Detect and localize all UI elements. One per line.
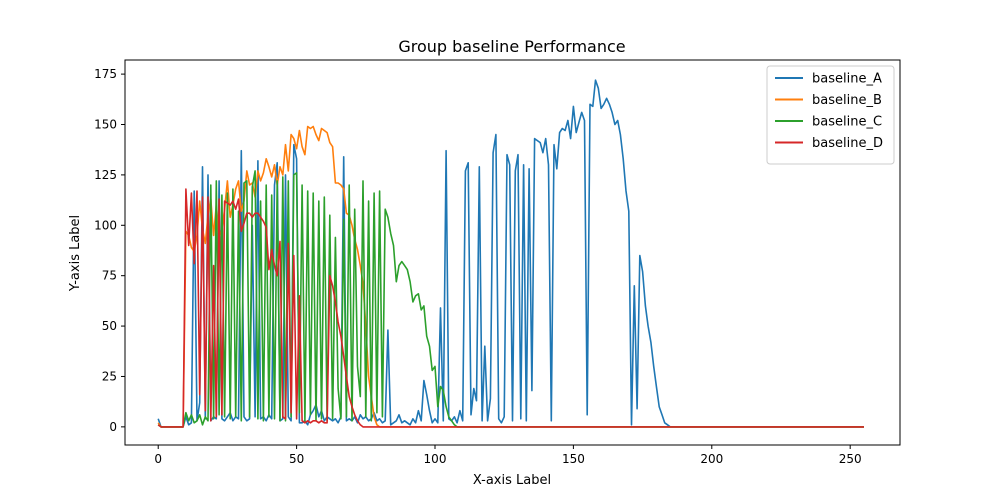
x-axis-label: X-axis Label	[473, 473, 551, 488]
y-tick-label: 25	[102, 369, 117, 383]
x-tick-label: 200	[700, 452, 723, 466]
y-tick-label: 0	[109, 420, 117, 434]
plot-area	[157, 79, 864, 428]
legend-label: baseline_C	[812, 115, 882, 130]
y-tick-label: 50	[102, 319, 117, 333]
x-tick-label: 50	[289, 452, 304, 466]
legend-label: baseline_D	[812, 136, 883, 151]
series-line-baseline_C	[157, 170, 864, 428]
legend: baseline_A baseline_B baseline_C baseline_D	[766, 65, 895, 165]
y-axis-label: Y-axis Label	[68, 215, 83, 292]
y-axis: 0 25 50 75 100 125 150 175	[94, 67, 125, 434]
series-line-baseline_D	[157, 188, 864, 428]
y-tick-label: 125	[94, 168, 117, 182]
legend-label: baseline_A	[812, 72, 882, 87]
y-tick-label: 75	[102, 269, 117, 283]
x-tick-label: 0	[154, 452, 162, 466]
y-tick-label: 100	[94, 218, 117, 232]
x-tick-label: 100	[424, 452, 447, 466]
x-axis: 0 50 100 150 200 250	[154, 445, 862, 466]
plot-frame	[124, 59, 901, 446]
y-tick-label: 175	[94, 67, 117, 81]
x-tick-label: 250	[839, 452, 862, 466]
chart-title: Group baseline Performance	[398, 37, 625, 56]
y-tick-label: 150	[94, 118, 117, 132]
series-line-baseline_A	[157, 79, 864, 428]
x-tick-label: 150	[562, 452, 585, 466]
legend-box	[766, 65, 895, 165]
legend-label: baseline_B	[812, 93, 882, 108]
